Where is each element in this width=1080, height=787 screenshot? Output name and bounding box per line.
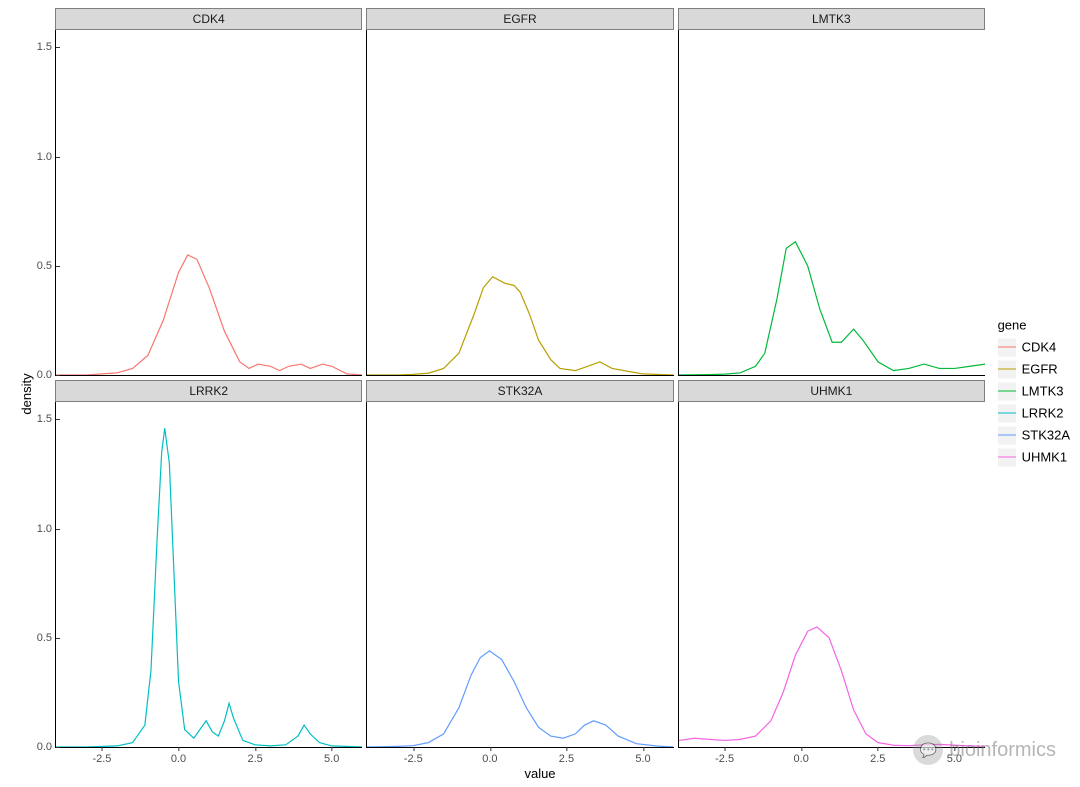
x-tick: 5.0 <box>324 747 339 765</box>
facet-strip: UHMK1 <box>678 380 985 402</box>
legend-title: gene <box>998 317 1070 332</box>
density-line <box>56 30 362 375</box>
plot-area <box>678 30 985 376</box>
y-tick: 0.0 <box>24 741 56 753</box>
x-tick: 2.5 <box>559 747 574 765</box>
y-tick: 0.5 <box>24 260 56 272</box>
density-line <box>679 30 985 375</box>
legend-label: EGFR <box>1022 362 1058 377</box>
plot-area: 0.00.51.01.5 <box>55 30 362 376</box>
legend-swatch <box>998 404 1016 422</box>
facet-strip: LMTK3 <box>678 8 985 30</box>
legend-label: UHMK1 <box>1022 450 1068 465</box>
legend-label: LRRK2 <box>1022 406 1064 421</box>
x-tick: 5.0 <box>635 747 650 765</box>
facet-strip: EGFR <box>366 8 673 30</box>
plot-area <box>366 30 673 376</box>
density-line <box>367 30 673 375</box>
facet-panel: LRRK20.00.51.01.5-2.50.02.55.0 <box>55 380 362 748</box>
x-tick: 5.0 <box>947 747 962 765</box>
facet-strip: STK32A <box>366 380 673 402</box>
legend-item: LMTK3 <box>998 382 1070 400</box>
x-tick: 0.0 <box>171 747 186 765</box>
legend-swatch <box>998 448 1016 466</box>
density-line <box>679 402 985 747</box>
y-tick: 0.0 <box>24 369 56 381</box>
facet-panel: LMTK3 <box>678 8 985 376</box>
x-tick: 2.5 <box>247 747 262 765</box>
legend-swatch <box>998 338 1016 356</box>
legend-swatch <box>998 426 1016 444</box>
facet-grid: CDK40.00.51.01.5EGFRLMTK3LRRK20.00.51.01… <box>55 8 985 748</box>
y-tick: 0.5 <box>24 632 56 644</box>
legend-swatch <box>998 360 1016 378</box>
legend-item: STK32A <box>998 426 1070 444</box>
x-tick: -2.5 <box>715 747 734 765</box>
facet-panel: UHMK1-2.50.02.55.0 <box>678 380 985 748</box>
facet-panel: STK32A-2.50.02.55.0 <box>366 380 673 748</box>
density-line <box>367 402 673 747</box>
facet-strip: LRRK2 <box>55 380 362 402</box>
y-tick: 1.5 <box>24 413 56 425</box>
y-tick: 1.0 <box>24 523 56 535</box>
legend-label: LMTK3 <box>1022 384 1064 399</box>
x-tick: 2.5 <box>870 747 885 765</box>
figure: density value CDK40.00.51.01.5EGFRLMTK3L… <box>0 0 1080 787</box>
x-tick: -2.5 <box>92 747 111 765</box>
legend-item: LRRK2 <box>998 404 1070 422</box>
legend: gene CDK4 EGFR LMTK3 LRRK2 STK32A UHMK1 <box>998 317 1070 470</box>
legend-item: UHMK1 <box>998 448 1070 466</box>
plot-area: 0.00.51.01.5-2.50.02.55.0 <box>55 402 362 748</box>
legend-swatch <box>998 382 1016 400</box>
facet-strip: CDK4 <box>55 8 362 30</box>
plot-area: -2.50.02.55.0 <box>366 402 673 748</box>
x-tick: 0.0 <box>794 747 809 765</box>
y-tick: 1.0 <box>24 151 56 163</box>
y-tick: 1.5 <box>24 41 56 53</box>
x-tick: -2.5 <box>404 747 423 765</box>
legend-item: CDK4 <box>998 338 1070 356</box>
legend-label: CDK4 <box>1022 340 1057 355</box>
facet-panel: CDK40.00.51.01.5 <box>55 8 362 376</box>
density-line <box>56 402 362 747</box>
legend-label: STK32A <box>1022 428 1070 443</box>
legend-item: EGFR <box>998 360 1070 378</box>
x-axis-title: value <box>524 766 555 781</box>
x-tick: 0.0 <box>482 747 497 765</box>
plot-area: -2.50.02.55.0 <box>678 402 985 748</box>
facet-panel: EGFR <box>366 8 673 376</box>
